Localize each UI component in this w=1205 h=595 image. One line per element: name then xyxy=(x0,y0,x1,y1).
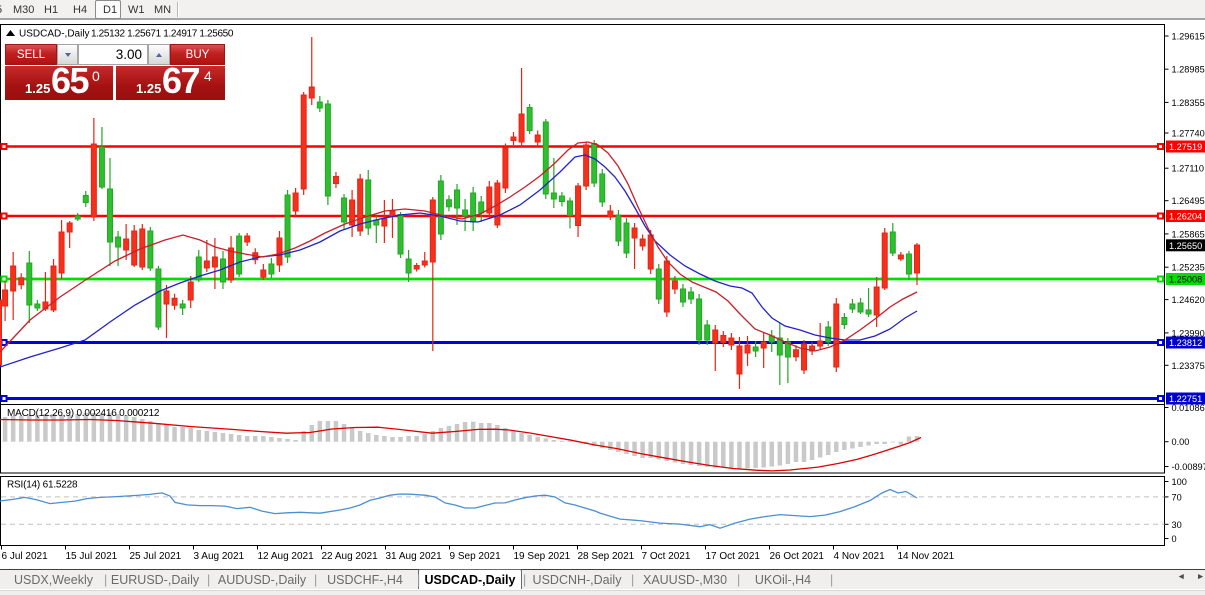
svg-text:0: 0 xyxy=(1172,534,1177,544)
svg-text:-0.008974: -0.008974 xyxy=(1172,462,1205,472)
svg-text:1.27740: 1.27740 xyxy=(1172,129,1205,139)
svg-text:26 Oct 2021: 26 Oct 2021 xyxy=(770,551,825,562)
svg-text:0.00: 0.00 xyxy=(1172,437,1190,447)
svg-text:1.25650: 1.25650 xyxy=(1169,241,1202,251)
svg-text:1.26204: 1.26204 xyxy=(1169,212,1202,222)
svg-text:31 Aug 2021: 31 Aug 2021 xyxy=(386,551,443,562)
svg-text:1.27519: 1.27519 xyxy=(1169,142,1202,152)
svg-text:RSI(14) 61.5228: RSI(14) 61.5228 xyxy=(7,480,78,491)
svg-text:28 Sep 2021: 28 Sep 2021 xyxy=(578,551,635,562)
svg-text:MACD(12,26,9) 0.002416 0.00021: MACD(12,26,9) 0.002416 0.000212 xyxy=(7,408,160,419)
svg-text:1.22751: 1.22751 xyxy=(1169,394,1202,404)
svg-text:17 Oct 2021: 17 Oct 2021 xyxy=(706,551,761,562)
svg-text:19 Sep 2021: 19 Sep 2021 xyxy=(514,551,571,562)
svg-text:9 Sep 2021: 9 Sep 2021 xyxy=(450,551,502,562)
svg-text:1.28985: 1.28985 xyxy=(1172,65,1205,75)
svg-text:12 Aug 2021: 12 Aug 2021 xyxy=(258,551,315,562)
svg-text:1.29615: 1.29615 xyxy=(1172,32,1205,42)
svg-text:25 Jul 2021: 25 Jul 2021 xyxy=(130,551,182,562)
svg-text:1.26495: 1.26495 xyxy=(1172,196,1205,206)
svg-text:1.25235: 1.25235 xyxy=(1172,263,1205,273)
svg-text:1.23375: 1.23375 xyxy=(1172,361,1205,371)
svg-text:4 Nov 2021: 4 Nov 2021 xyxy=(834,551,886,562)
svg-text:1.24620: 1.24620 xyxy=(1172,295,1205,305)
svg-text:3 Aug 2021: 3 Aug 2021 xyxy=(194,551,245,562)
svg-text:15 Jul 2021: 15 Jul 2021 xyxy=(66,551,118,562)
svg-text:1.25008: 1.25008 xyxy=(1169,275,1202,285)
svg-text:14 Nov 2021: 14 Nov 2021 xyxy=(898,551,955,562)
svg-text:1.27110: 1.27110 xyxy=(1172,164,1205,174)
svg-text:1.25865: 1.25865 xyxy=(1172,229,1205,239)
svg-text:7 Oct 2021: 7 Oct 2021 xyxy=(642,551,691,562)
svg-text:22 Aug 2021: 22 Aug 2021 xyxy=(322,551,379,562)
svg-text:1.28355: 1.28355 xyxy=(1172,98,1205,108)
svg-text:1.25132 1.25671 1.24917 1.2565: 1.25132 1.25671 1.24917 1.25650 xyxy=(91,29,234,40)
svg-text:6 Jul 2021: 6 Jul 2021 xyxy=(2,551,49,562)
svg-text:1.23812: 1.23812 xyxy=(1169,338,1202,348)
svg-text:70: 70 xyxy=(1172,492,1182,502)
svg-text:100: 100 xyxy=(1172,477,1187,487)
svg-text:USDCAD-,Daily: USDCAD-,Daily xyxy=(19,29,90,40)
svg-text:1.23990: 1.23990 xyxy=(1172,328,1205,338)
svg-text:30: 30 xyxy=(1172,520,1182,530)
svg-text:0.010869: 0.010869 xyxy=(1172,403,1205,413)
